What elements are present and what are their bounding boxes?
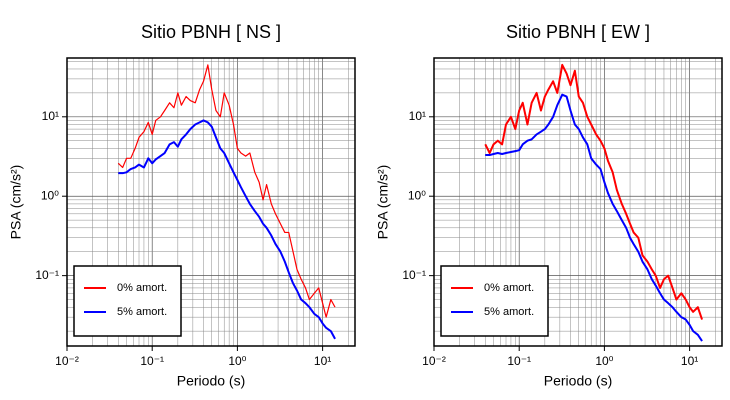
data-line: [118, 119, 336, 340]
x-axis-label: Periodo (s): [544, 373, 612, 389]
data-line: [117, 64, 336, 318]
chart: Sitio PBNH [ NS ] Periodo (s) PSA (cm/s²) 1…: [8, 22, 356, 389]
y-axis-label: PSA (cm/s²): [8, 165, 24, 240]
y-axis-label: PSA (cm/s²): [375, 165, 391, 240]
x-tick-label: 10⁰: [595, 354, 613, 368]
legend-label: 5% amort.: [117, 306, 167, 318]
y-tick-label: 10⁰: [408, 188, 426, 202]
x-tick-label: 10⁻¹: [140, 354, 164, 368]
y-tick-label: 10⁻¹: [402, 268, 426, 282]
x-tick-label: 10⁻¹: [507, 354, 531, 368]
x-tick-label: 10¹: [314, 354, 331, 368]
plot-frame: [433, 57, 723, 347]
x-tick-label: 10⁻²: [422, 354, 446, 368]
legend-label: 0% amort.: [117, 282, 167, 294]
x-axis-label: Periodo (s): [177, 373, 245, 389]
data-line: [485, 93, 703, 342]
x-tick-label: 10¹: [681, 354, 698, 368]
y-tick-label: 10¹: [42, 109, 59, 123]
chart: Sitio PBNH [ EW ] Periodo (s) PSA (cm/s²) 1…: [375, 22, 723, 389]
chart-title: Sitio PBNH [ NS ]: [141, 22, 281, 42]
x-tick-label: 10⁰: [228, 354, 246, 368]
y-tick-label: 10¹: [409, 109, 426, 123]
y-tick-label: 10⁰: [41, 188, 59, 202]
x-tick-label: 10⁻²: [55, 354, 79, 368]
chart-title: Sitio PBNH [ EW ]: [506, 22, 650, 42]
y-tick-label: 10⁻¹: [35, 268, 59, 282]
legend-box: [73, 265, 182, 337]
legend-label: 5% amort.: [484, 306, 534, 318]
plot-frame: [66, 57, 356, 347]
data-line: [484, 63, 704, 320]
legend-box: [440, 265, 549, 337]
legend-label: 0% amort.: [484, 282, 534, 294]
